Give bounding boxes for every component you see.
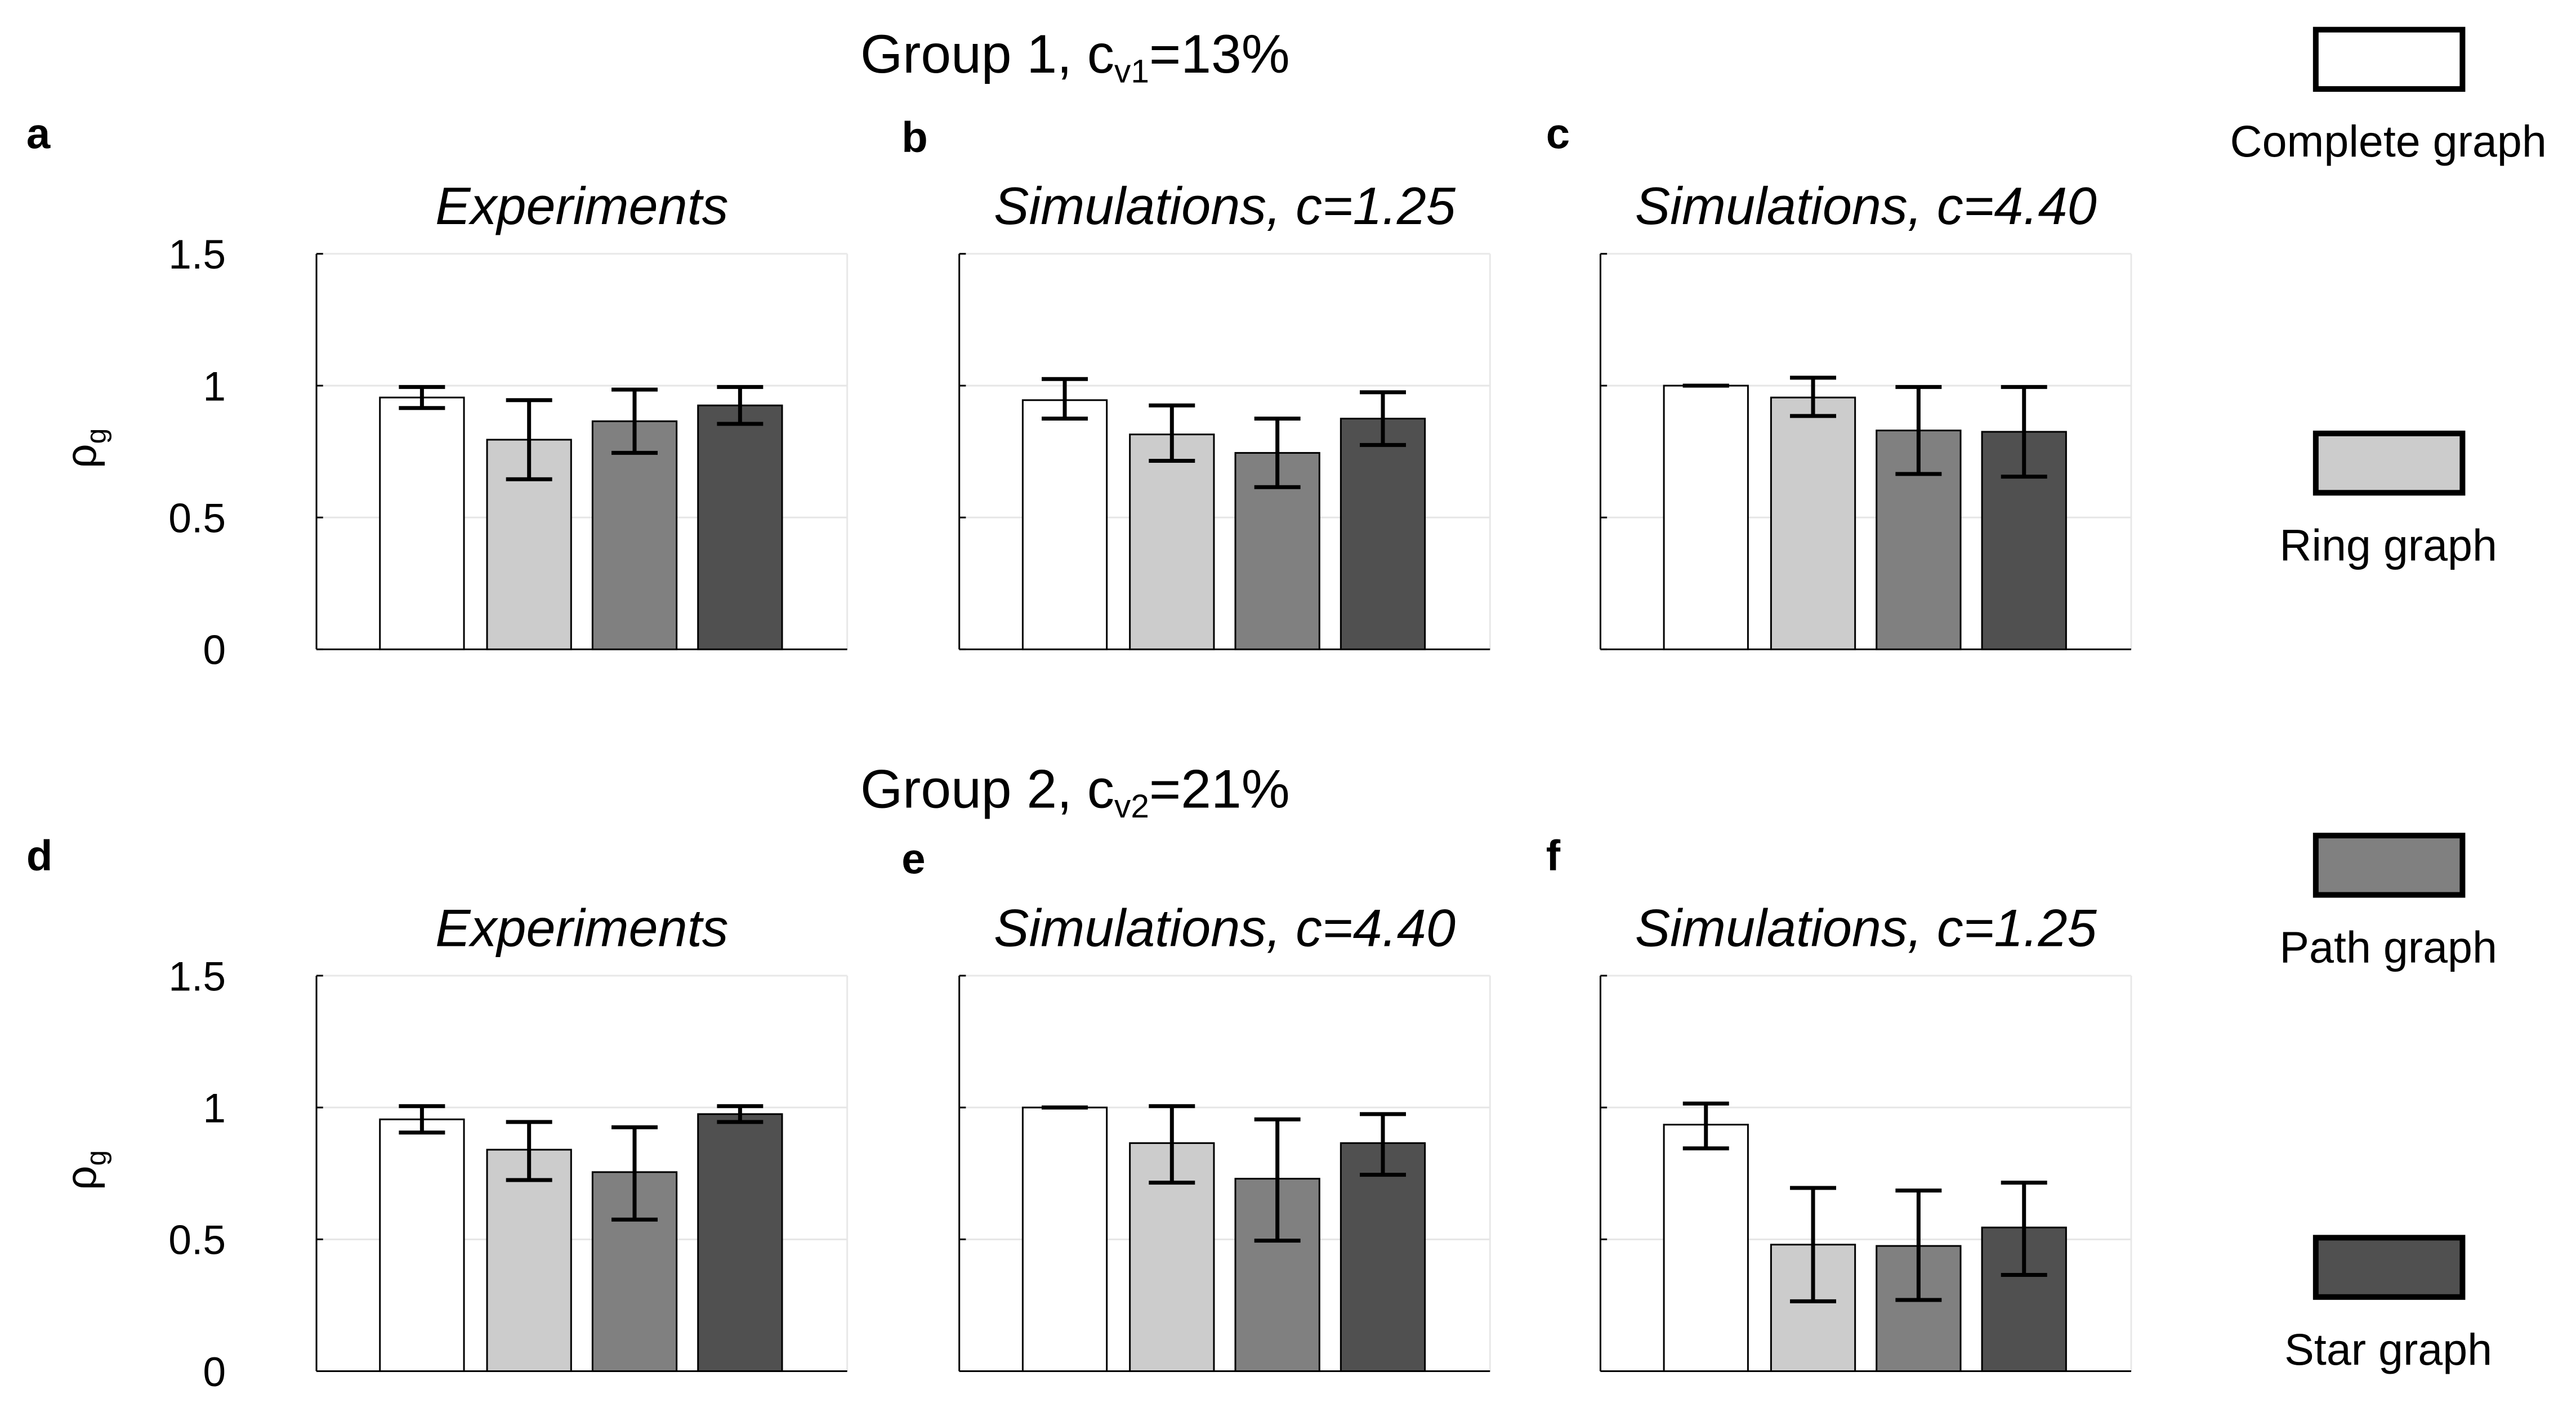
- y-tick-label: 1: [203, 363, 226, 409]
- bar-star-graph: [1340, 418, 1426, 650]
- legend: Complete graph Ring graph Path graph Star g…: [2230, 26, 2547, 1374]
- bar-complete-graph: [379, 396, 465, 650]
- error-bar: [1790, 1186, 1837, 1303]
- bar-ring-graph: [1770, 396, 1856, 650]
- error-bar: [1149, 1104, 1195, 1185]
- error-bar: [2001, 1181, 2047, 1277]
- group-title: Group 2, cv2=21%: [860, 759, 1290, 825]
- y-tick-label: 1: [203, 1085, 226, 1131]
- panel-b: b Simulations, c=1.25: [901, 113, 1491, 650]
- error-bar: [1149, 403, 1195, 463]
- bar-complete-graph: [1663, 1124, 1749, 1373]
- error-bar: [1790, 376, 1837, 418]
- legend-label: Path graph: [2279, 922, 2497, 972]
- panel-title: Experiments: [435, 176, 729, 235]
- legend-swatch: [2312, 430, 2466, 496]
- panel-c: c Simulations, c=4.40: [1546, 110, 2132, 650]
- error-bar: [506, 1120, 552, 1182]
- group-titles: Group 1, cv1=13% Group 2, cv2=21%: [860, 24, 1290, 825]
- error-bar: [399, 1104, 445, 1135]
- error-bar: [506, 398, 552, 481]
- panel-a: a Experiments 0 0.5 1 1.5 ρg: [26, 110, 849, 673]
- y-tick-label: 0.5: [168, 495, 226, 542]
- y-tick-label: 1.5: [168, 231, 226, 278]
- legend-swatch: [2312, 833, 2466, 898]
- error-bar: [1254, 417, 1301, 489]
- legend-swatch: [2312, 26, 2466, 92]
- panel-letter: f: [1546, 832, 1561, 880]
- error-bar: [717, 385, 764, 426]
- bar-complete-graph: [1021, 1106, 1108, 1373]
- bar-star-graph: [697, 404, 783, 650]
- bar-star-graph: [1340, 1142, 1426, 1373]
- error-bar: [611, 1125, 658, 1222]
- error-bar: [611, 387, 658, 455]
- panel-d: d Experiments 0 0.5 1 1.5 ρg: [26, 832, 849, 1395]
- error-bar: [1895, 1188, 1942, 1302]
- panel-f: f Simulations, c=1.25: [1546, 832, 2132, 1373]
- panel-letter: c: [1546, 110, 1570, 158]
- panel-letter: d: [26, 832, 52, 880]
- panel-title: Simulations, c=1.25: [1635, 898, 2097, 957]
- panel-letter: e: [901, 835, 925, 883]
- bar-ring-graph: [486, 1149, 572, 1373]
- y-tick-label: 1.5: [168, 953, 226, 999]
- error-bar: [1682, 1101, 1729, 1151]
- legend-label: Ring graph: [2279, 520, 2497, 570]
- error-bar: [1360, 390, 1406, 447]
- y-tick-label: 0: [203, 627, 226, 673]
- bar-ring-graph: [1129, 434, 1215, 650]
- error-bar: [1360, 1112, 1406, 1177]
- group-title: Group 1, cv1=13%: [860, 24, 1290, 90]
- legend-label: Star graph: [2284, 1324, 2492, 1374]
- legend-label: Complete graph: [2230, 116, 2547, 166]
- y-tick-label: 0: [203, 1349, 226, 1395]
- bar-complete-graph: [1021, 399, 1108, 650]
- y-axis-label: ρg: [57, 428, 112, 468]
- panels: a Experiments 0 0.5 1 1.5 ρg b Simulations, c=1.…: [26, 110, 2132, 1395]
- legend-item-ring-graph: Ring graph: [2279, 430, 2497, 570]
- error-bar: [399, 385, 445, 410]
- bar-path-graph: [591, 420, 678, 650]
- legend-swatch: [2312, 1235, 2466, 1300]
- legend-item-path-graph: Path graph: [2279, 833, 2497, 972]
- bar-complete-graph: [379, 1118, 465, 1373]
- error-bar: [1895, 385, 1942, 476]
- error-bar: [717, 1104, 764, 1124]
- legend-item-complete-graph: Complete graph: [2230, 26, 2547, 166]
- panel-letter: b: [901, 113, 927, 161]
- panel-title: Simulations, c=1.25: [994, 176, 1456, 235]
- y-tick-label: 0.5: [168, 1217, 226, 1263]
- panel-title: Experiments: [435, 898, 729, 957]
- bar-complete-graph: [1663, 385, 1749, 650]
- panel-e: e Simulations, c=4.40: [901, 835, 1491, 1373]
- panel-title: Simulations, c=4.40: [994, 898, 1456, 957]
- panel-letter: a: [26, 110, 51, 158]
- error-bar: [1254, 1117, 1301, 1243]
- panel-title: Simulations, c=4.40: [1635, 176, 2097, 235]
- legend-item-star-graph: Star graph: [2284, 1235, 2492, 1374]
- y-axis-label: ρg: [57, 1150, 112, 1190]
- bar-star-graph: [697, 1113, 783, 1373]
- error-bar: [1042, 377, 1088, 421]
- error-bar: [2001, 385, 2047, 479]
